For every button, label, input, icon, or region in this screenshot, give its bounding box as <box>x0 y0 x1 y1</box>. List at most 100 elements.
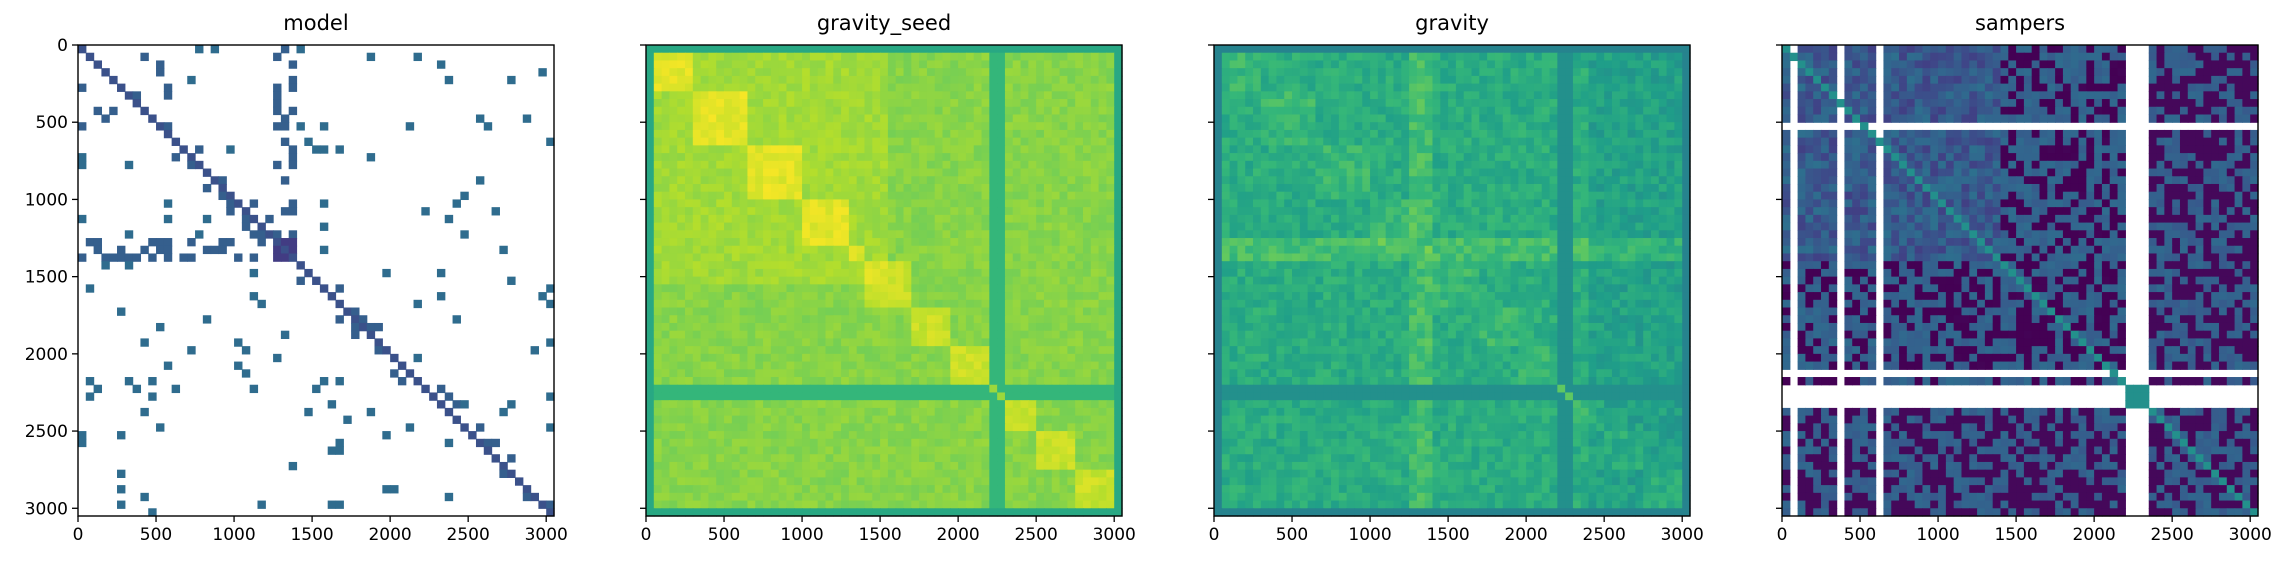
heatmap-cell <box>1114 137 1123 146</box>
heatmap-cell <box>942 322 951 332</box>
heatmap-cell <box>911 322 920 332</box>
heatmap-cell <box>1043 214 1053 224</box>
heatmap-cell <box>708 400 717 409</box>
heatmap-cell <box>942 361 951 370</box>
heatmap-cell <box>872 222 881 231</box>
heatmap-cell <box>1067 492 1076 502</box>
heatmap-cell <box>1098 176 1107 185</box>
heatmap-cell <box>669 222 678 231</box>
heatmap-cell <box>1323 122 1332 131</box>
heatmap-cell <box>786 106 795 116</box>
heatmap-cell <box>747 292 756 301</box>
heatmap-cell <box>747 129 756 139</box>
heatmap-cell <box>950 168 959 177</box>
heatmap-cell <box>1043 454 1053 463</box>
heatmap-cell <box>1643 91 1652 100</box>
heatmap-cell <box>1424 129 1434 139</box>
heatmap-cell <box>997 45 1006 54</box>
heatmap-cell <box>708 129 717 139</box>
heatmap-cell <box>841 238 850 247</box>
heatmap-cell <box>817 384 827 394</box>
heatmap-cell <box>825 469 834 478</box>
heatmap-cell <box>950 361 959 370</box>
heatmap-cell <box>1036 268 1045 278</box>
heatmap-cell <box>468 431 477 440</box>
heatmap-cell <box>973 400 983 409</box>
heatmap-cell <box>1051 230 1061 239</box>
heatmap-cell <box>1253 83 1262 92</box>
heatmap-cell <box>817 168 827 177</box>
heatmap-cell <box>1028 91 1037 100</box>
heatmap-cell <box>724 153 733 162</box>
heatmap-cell <box>692 253 702 262</box>
heatmap-cell <box>786 114 795 123</box>
heatmap-cell <box>763 68 772 77</box>
heatmap-cell <box>848 346 858 355</box>
heatmap-cell <box>1012 446 1022 455</box>
heatmap-cell <box>841 199 850 208</box>
heatmap-cell <box>911 369 920 378</box>
heatmap-cell <box>1098 68 1107 77</box>
heatmap-cell <box>1012 377 1022 386</box>
heatmap-cell <box>926 245 936 255</box>
heatmap-cell <box>1611 122 1621 131</box>
heatmap-cell <box>755 361 764 370</box>
heatmap-cell <box>817 230 827 239</box>
heatmap-cell <box>132 99 142 108</box>
heatmap-cell <box>1260 99 1270 108</box>
heatmap-cell <box>257 230 266 239</box>
heatmap-cell <box>1004 83 1014 92</box>
heatmap-cell <box>1106 400 1115 409</box>
heatmap-cell <box>794 137 803 146</box>
heatmap-cell <box>1012 230 1022 239</box>
x-tick-label: 1500 <box>290 525 333 545</box>
heatmap-cell <box>794 292 803 301</box>
heatmap-cell <box>872 99 881 108</box>
heatmap-cell <box>669 261 678 270</box>
heatmap-cell <box>911 377 920 386</box>
heatmap-cell <box>841 91 850 100</box>
heatmap-cell <box>1393 83 1402 92</box>
heatmap-cell <box>1284 129 1293 139</box>
heatmap-cell <box>1674 99 1683 108</box>
heatmap-cell <box>708 75 717 85</box>
heatmap-cell <box>973 322 983 332</box>
heatmap-cell <box>809 207 819 216</box>
heatmap-cell <box>692 322 702 332</box>
heatmap-cell <box>677 346 686 355</box>
heatmap-cell <box>335 446 344 455</box>
heatmap-cell <box>958 477 967 486</box>
heatmap-cell <box>700 129 710 139</box>
heatmap-cell <box>1377 45 1387 54</box>
heatmap-cell <box>661 485 671 494</box>
heatmap-cell <box>1331 145 1340 154</box>
heatmap-cell <box>1059 106 1068 116</box>
heatmap-cell <box>653 438 663 448</box>
heatmap-cell <box>903 145 912 154</box>
heatmap-cell <box>958 353 967 363</box>
heatmap-cell <box>973 253 983 262</box>
heatmap-cell <box>335 315 344 324</box>
heatmap-cell <box>794 407 803 417</box>
heatmap-cell <box>677 114 686 123</box>
heatmap-cell <box>903 322 912 332</box>
heatmap-cell <box>747 238 756 247</box>
heatmap-cell <box>708 500 717 509</box>
heatmap-cell <box>1106 253 1115 262</box>
heatmap-cell <box>1432 60 1441 69</box>
heatmap-cell <box>1043 353 1053 363</box>
heatmap-cell <box>1541 68 1551 77</box>
heatmap-cell <box>786 307 795 316</box>
heatmap-cell <box>700 45 710 54</box>
heatmap-cell <box>1229 83 1239 92</box>
heatmap-cell <box>1455 137 1465 146</box>
heatmap-cell <box>1051 183 1061 193</box>
heatmap-cell <box>1245 145 1254 154</box>
heatmap-cell <box>692 238 702 247</box>
heatmap-cell <box>1299 45 1309 54</box>
heatmap-cell <box>887 214 897 224</box>
heatmap-cell <box>880 176 889 185</box>
heatmap-cell <box>841 68 850 77</box>
heatmap-cell <box>1043 122 1053 131</box>
heatmap-cell <box>763 99 772 108</box>
